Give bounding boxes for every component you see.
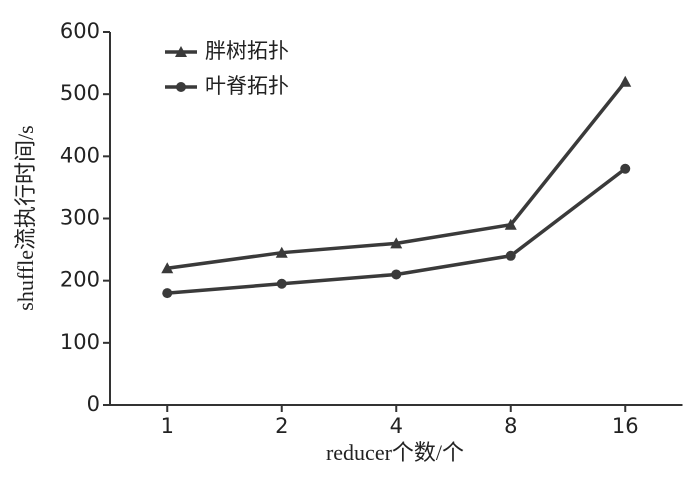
x-tick-label: 4 (390, 414, 403, 438)
marker (162, 288, 173, 299)
legend-label: 叶脊拓扑 (205, 74, 289, 98)
marker (504, 218, 517, 230)
y-tick-label: 0 (87, 392, 100, 416)
marker (391, 269, 402, 280)
y-tick-label: 600 (60, 19, 100, 43)
y-tick-label: 400 (60, 143, 100, 167)
marker (175, 46, 187, 57)
y-tick-label: 100 (60, 330, 100, 354)
y-tick-label: 300 (60, 206, 100, 230)
x-tick-label: 8 (504, 414, 517, 438)
marker (161, 262, 174, 274)
marker (176, 82, 186, 92)
y-tick-label: 500 (60, 81, 100, 105)
marker (276, 278, 287, 289)
x-axis-label: reducer个数/个 (326, 440, 464, 465)
y-tick-label: 200 (60, 268, 100, 292)
y-axis-label: shuffle流执行时间/s (13, 125, 38, 310)
marker (505, 250, 516, 261)
marker (620, 163, 631, 174)
legend-label: 胖树拓扑 (205, 39, 289, 63)
x-tick-label: 16 (612, 414, 639, 438)
marker (619, 75, 632, 87)
marker (275, 246, 288, 258)
x-tick-label: 1 (161, 414, 174, 438)
x-tick-label: 2 (275, 414, 288, 438)
marker (390, 237, 403, 249)
